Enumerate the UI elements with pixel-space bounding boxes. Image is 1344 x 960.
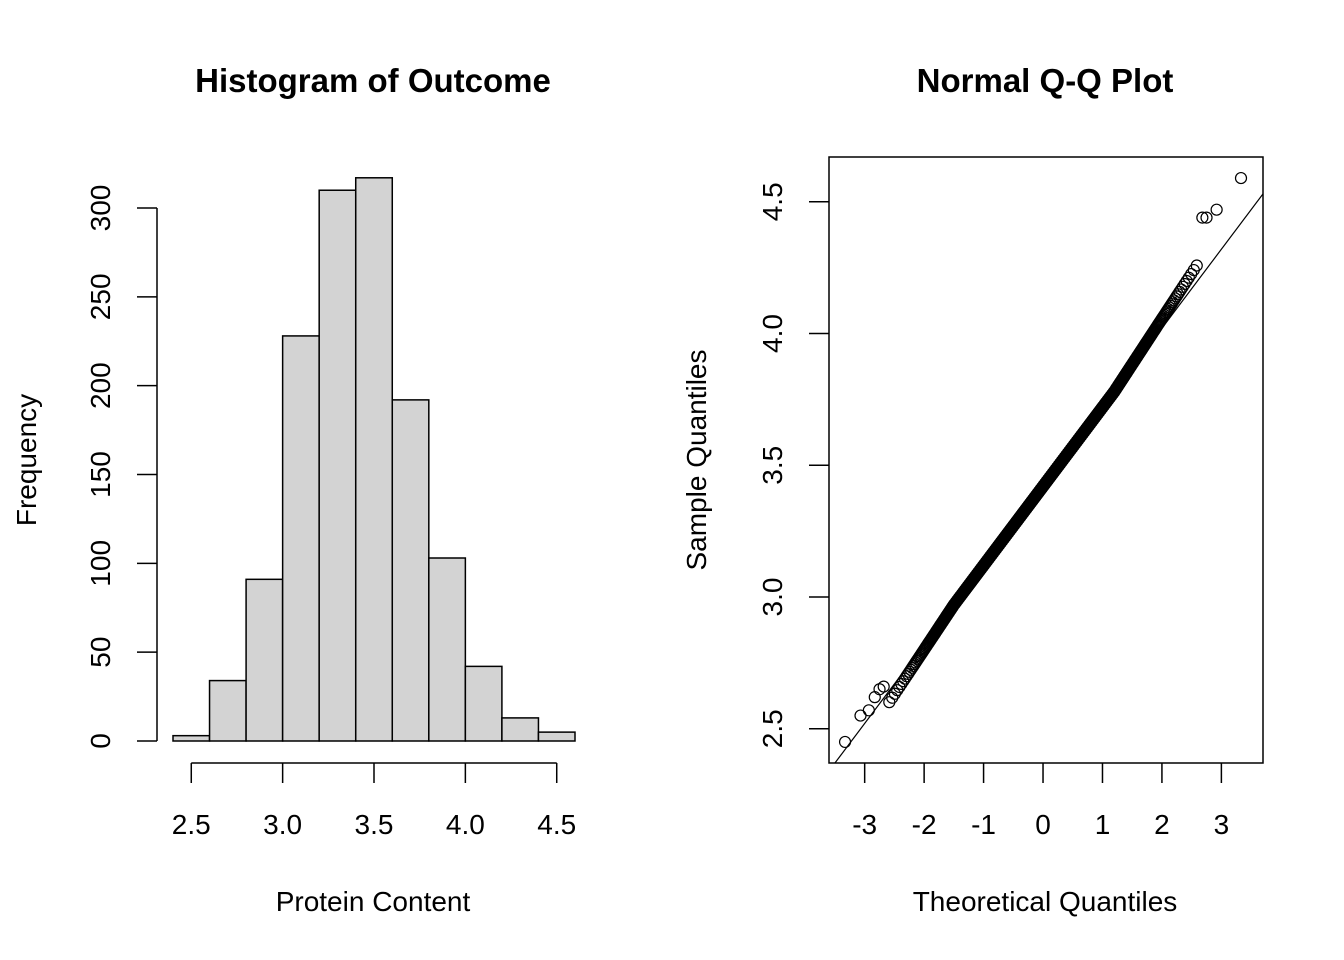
- histogram-x-tick-label: 4.5: [537, 809, 576, 840]
- histogram-bar: [208, 679, 247, 742]
- qq-y-tick-label: 4.0: [757, 314, 788, 353]
- qq-x-tick-label: 3: [1214, 809, 1230, 840]
- histogram-y-tick-label: 0: [85, 733, 116, 749]
- qq-point: [888, 687, 901, 700]
- histogram-x-tick-label: 4.0: [446, 809, 485, 840]
- qq-y-axis-label: Sample Quantiles: [681, 349, 712, 570]
- qq-x-axis-label: Theoretical Quantiles: [913, 886, 1178, 917]
- histogram-bars: [172, 177, 576, 742]
- histogram-x-tick-label: 3.0: [263, 809, 302, 840]
- qq-x-tick-label: -1: [971, 809, 996, 840]
- qq-point: [1190, 259, 1203, 272]
- qq-y-axis: 2.5 3.0 3.5 4.0 4.5: [757, 182, 829, 748]
- histogram-bar: [354, 177, 394, 742]
- histogram-y-tick-label: 300: [85, 185, 116, 232]
- qq-point: [838, 735, 852, 749]
- histogram-y-tick-label: 100: [85, 540, 116, 587]
- histogram-bar: [464, 665, 503, 742]
- histogram-bar: [172, 734, 211, 742]
- qq-y-tick-label: 3.5: [757, 446, 788, 485]
- qq-points: [838, 171, 1248, 749]
- qq-point: [1210, 203, 1223, 216]
- qq-point: [1182, 271, 1195, 284]
- qq-point: [862, 704, 875, 717]
- qq-x-tick-label: -2: [912, 809, 937, 840]
- qq-plot-box: [828, 156, 1264, 764]
- qq-x-tick-label: 0: [1035, 809, 1051, 840]
- qq-point: [877, 680, 890, 693]
- qq-y-tick-label: 4.5: [757, 182, 788, 221]
- histogram-y-tick-label: 200: [85, 362, 116, 409]
- qq-point: [1234, 171, 1248, 185]
- qq-point: [1178, 277, 1191, 291]
- qq-x-tick-label: 2: [1154, 809, 1170, 840]
- qq-point: [1200, 211, 1213, 224]
- qq-plot-title: Normal Q-Q Plot: [917, 62, 1174, 99]
- histogram-y-tick-label: 150: [85, 451, 116, 498]
- qq-point: [1180, 274, 1193, 288]
- qq-point: [1196, 211, 1209, 224]
- qq-plot-panel: Normal Q-Q Plot -3 -2 -1 0 1 2 3 2.5 3.0 3.5 4.0 4…: [681, 62, 1264, 917]
- qq-y-tick-label: 2.5: [757, 709, 788, 748]
- histogram-y-tick-label: 250: [85, 273, 116, 320]
- histogram-y-axis: 0 50 100 150 200 250 300: [85, 185, 158, 749]
- histogram-y-axis-label: Frequency: [11, 394, 42, 526]
- qq-y-tick-label: 3.0: [757, 578, 788, 617]
- qq-point: [854, 709, 867, 722]
- qq-point: [891, 684, 904, 697]
- histogram-y-tick-label: 50: [85, 637, 116, 668]
- histogram-bar: [318, 189, 357, 742]
- histogram-x-axis-label: Protein Content: [276, 886, 471, 917]
- histogram-bar: [391, 399, 430, 742]
- qq-x-tick-label: 1: [1095, 809, 1111, 840]
- qq-x-tick-label: -3: [852, 809, 877, 840]
- histogram-bar: [428, 557, 467, 742]
- histogram-x-axis: 2.5 3.0 3.5 4.0 4.5: [172, 762, 576, 840]
- qq-x-axis: -3 -2 -1 0 1 2 3: [852, 763, 1229, 840]
- histogram-bar: [281, 335, 320, 742]
- histogram-x-tick-label: 2.5: [172, 809, 211, 840]
- histogram-title: Histogram of Outcome: [195, 62, 551, 99]
- histogram-bar: [537, 731, 576, 742]
- histogram-bar: [501, 717, 540, 742]
- histogram-panel: Histogram of Outcome 2.5 3.0 3.5 4.0 4.5 0 50…: [11, 62, 576, 917]
- qq-point: [868, 691, 881, 704]
- histogram-bar: [245, 578, 284, 742]
- histogram-x-tick-label: 3.5: [355, 809, 394, 840]
